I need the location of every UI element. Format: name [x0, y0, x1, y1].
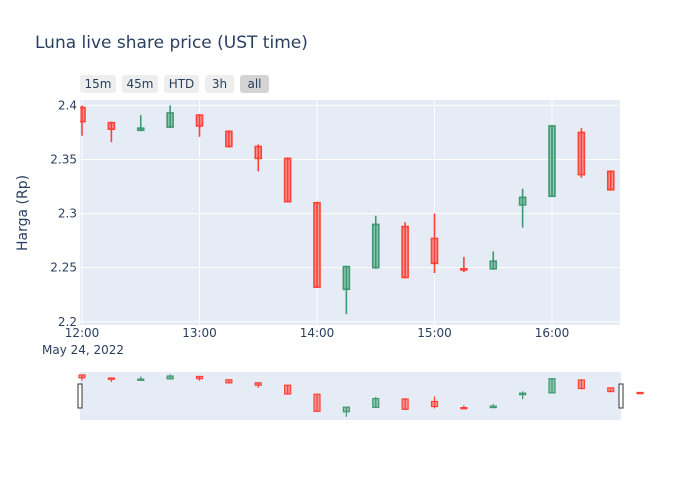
range-slider-track: [80, 372, 621, 420]
candle: [371, 215, 380, 269]
slider-candle: [284, 384, 292, 395]
range-slider-right-handle[interactable]: [618, 383, 624, 409]
candle: [283, 157, 292, 203]
x-tick-label: 14:00: [300, 326, 335, 340]
candle: [577, 128, 586, 178]
range-button-all[interactable]: all: [240, 75, 269, 93]
slider-candle: [460, 405, 468, 410]
candle: [136, 115, 145, 132]
candle: [254, 144, 263, 172]
slider-candle: [225, 379, 233, 384]
slider-candle: [372, 396, 380, 408]
slider-candle: [166, 374, 174, 380]
slider-candle: [607, 387, 615, 393]
y-axis-ticks: 2.2 2.25 2.3 2.35 2.4: [50, 98, 77, 328]
slider-candle: [636, 391, 644, 395]
candle: [548, 124, 556, 198]
slider-candle: [78, 374, 86, 381]
chart-title: Luna live share price (UST time): [35, 33, 308, 53]
candle: [313, 201, 321, 288]
candle: [195, 114, 204, 137]
candle: [430, 213, 439, 274]
slider-candle: [195, 375, 204, 381]
y-tick-label: 2.25: [50, 261, 77, 275]
x-tick-label: 15:00: [417, 326, 452, 340]
y-tick-label: 2.3: [58, 207, 77, 221]
candle: [225, 130, 233, 148]
candle: [606, 170, 615, 191]
candle: [518, 188, 527, 228]
x-axis-ticks: 12:00 13:00 14:00 15:00 16:00: [65, 326, 570, 340]
slider-candle: [254, 382, 262, 388]
candles: [80, 105, 643, 315]
x-tick-label: 13:00: [182, 326, 217, 340]
plot-area: [80, 100, 620, 325]
candle: [166, 105, 174, 129]
slider-candle: [313, 393, 321, 412]
slider-candle: [577, 379, 585, 390]
range-button-3h[interactable]: 3h: [205, 75, 234, 93]
y-tick-label: 2.2: [58, 315, 77, 329]
y-tick-label: 2.35: [50, 152, 77, 166]
candle: [460, 256, 468, 272]
range-slider[interactable]: [77, 372, 644, 420]
range-button-15m[interactable]: 15m: [80, 75, 116, 93]
x-axis-date-label: May 24, 2022: [42, 343, 124, 357]
candle: [401, 222, 409, 279]
slider-candle: [137, 376, 145, 381]
slider-candle: [430, 396, 439, 409]
slider-candle: [489, 404, 497, 409]
candle: [342, 265, 351, 315]
y-axis-title: Harga (Rp): [15, 175, 31, 251]
range-button-htd[interactable]: HTD: [164, 75, 199, 93]
slider-candle: [107, 377, 115, 382]
y-tick-label: 2.4: [58, 98, 77, 112]
range-button-45m[interactable]: 45m: [122, 75, 158, 93]
candle: [489, 251, 498, 270]
range-slider-left-handle[interactable]: [77, 383, 83, 409]
slider-candle: [519, 391, 527, 400]
x-tick-label: 16:00: [535, 326, 570, 340]
candle: [80, 105, 86, 136]
candle: [637, 194, 643, 196]
slider-candle: [548, 378, 556, 394]
slider-candle: [342, 406, 350, 417]
slider-candle: [401, 398, 409, 410]
candle: [107, 121, 116, 143]
x-tick-label: 12:00: [65, 326, 100, 340]
